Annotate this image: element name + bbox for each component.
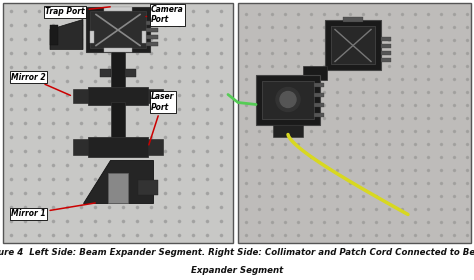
Bar bbox=[90, 10, 146, 48]
Bar bbox=[256, 74, 320, 125]
Bar bbox=[148, 88, 163, 102]
Bar bbox=[331, 25, 375, 64]
Circle shape bbox=[280, 92, 296, 108]
Text: Mirror 2: Mirror 2 bbox=[11, 73, 71, 95]
Bar bbox=[238, 3, 471, 242]
Bar bbox=[142, 31, 146, 43]
Bar bbox=[381, 43, 391, 48]
Bar bbox=[88, 137, 148, 157]
Bar bbox=[111, 102, 125, 139]
Bar bbox=[146, 41, 158, 45]
Bar bbox=[325, 20, 381, 69]
Bar bbox=[146, 34, 158, 39]
Bar bbox=[104, 48, 132, 52]
Bar bbox=[50, 25, 58, 45]
Bar bbox=[381, 36, 391, 41]
Text: Expander Segment: Expander Segment bbox=[191, 266, 283, 275]
Bar bbox=[343, 17, 363, 22]
Bar bbox=[146, 27, 158, 32]
Bar bbox=[125, 69, 136, 76]
Bar bbox=[90, 31, 94, 43]
Bar bbox=[73, 88, 88, 102]
Polygon shape bbox=[83, 160, 153, 202]
Bar bbox=[146, 20, 158, 25]
Bar bbox=[303, 66, 327, 80]
Bar bbox=[314, 83, 324, 87]
Bar bbox=[314, 102, 324, 106]
Bar bbox=[262, 81, 314, 118]
Bar bbox=[3, 3, 233, 242]
Bar bbox=[314, 92, 324, 97]
Bar bbox=[381, 50, 391, 55]
Bar bbox=[108, 172, 128, 202]
Bar bbox=[148, 139, 163, 155]
Bar bbox=[86, 6, 150, 52]
Bar bbox=[111, 50, 125, 90]
Text: Trap Port: Trap Port bbox=[45, 7, 110, 17]
Text: Camera
Port: Camera Port bbox=[146, 5, 184, 25]
Text: Laser
Port: Laser Port bbox=[149, 92, 174, 145]
Text: Figure 4  Left Side: Beam Expander Segment. Right Side: Collimator and Patch Cor: Figure 4 Left Side: Beam Expander Segmen… bbox=[0, 248, 474, 258]
Bar bbox=[73, 139, 88, 155]
Bar bbox=[138, 179, 158, 195]
Bar bbox=[104, 6, 132, 10]
Text: Mirror 1: Mirror 1 bbox=[11, 203, 95, 218]
Circle shape bbox=[276, 87, 300, 111]
Polygon shape bbox=[50, 20, 83, 50]
Bar bbox=[100, 69, 111, 76]
Bar bbox=[314, 113, 324, 116]
Bar bbox=[273, 125, 303, 137]
Bar bbox=[88, 87, 148, 104]
Bar bbox=[381, 57, 391, 62]
